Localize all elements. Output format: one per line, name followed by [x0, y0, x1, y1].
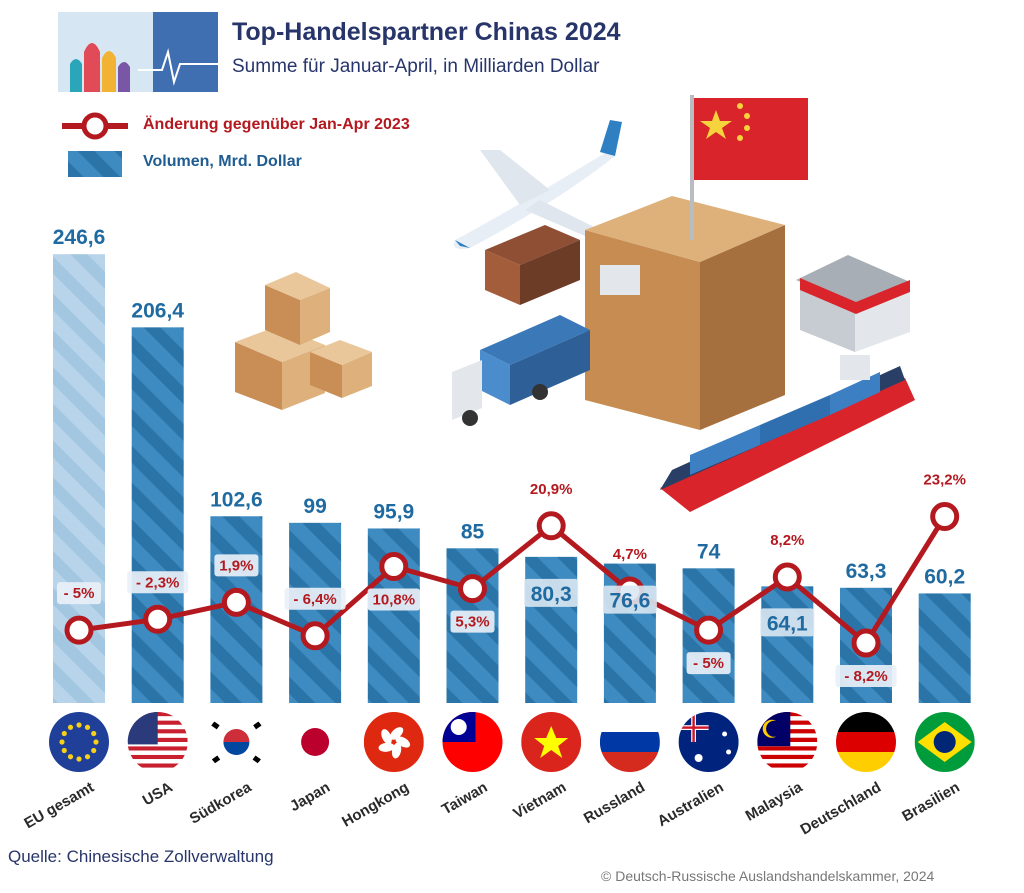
bar-1 — [131, 327, 184, 703]
ahk-logo — [58, 12, 218, 92]
change-point-2 — [221, 587, 251, 617]
volume-label-4: 95,9 — [373, 500, 414, 523]
change-label-bg-0 — [57, 582, 101, 605]
change-label-8: - 5% — [693, 655, 724, 672]
chart-subtitle: Summe für Januar-April, in Milliarden Do… — [232, 56, 600, 77]
legend-line-swatch — [62, 112, 128, 140]
category-label-1: USA — [140, 779, 176, 810]
category-label-9: Malaysia — [743, 778, 806, 824]
change-line — [78, 515, 947, 646]
change-label-5: 5,3% — [455, 614, 489, 631]
volume-label-2: 102,6 — [210, 488, 263, 511]
change-label-6: 20,9% — [530, 481, 573, 498]
change-label-10: - 8,2% — [844, 668, 887, 685]
shipping-containers-icon — [485, 225, 580, 305]
category-label-6: Vietnam — [510, 779, 569, 823]
volume-label-5: 85 — [461, 520, 485, 543]
volume-label-10: 63,3 — [846, 560, 887, 583]
change-point-11 — [930, 502, 960, 532]
change-label-bg-2 — [214, 554, 259, 577]
volume-label-9: 64,1 — [767, 612, 808, 635]
change-label-4: 10,8% — [373, 591, 416, 608]
big-box-icon — [585, 196, 785, 430]
volume-label-6: 80,3 — [531, 583, 572, 606]
volume-label-1: 206,4 — [131, 299, 184, 322]
airplane-icon — [454, 120, 622, 249]
change-point-6 — [536, 511, 566, 541]
legend-bar-label: Volumen, Mrd. Dollar — [143, 153, 302, 170]
category-label-5: Taiwan — [439, 779, 491, 819]
change-label-11: 23,2% — [923, 472, 966, 489]
change-label-bg-5 — [450, 610, 495, 633]
hongkong-flag-icon — [363, 712, 424, 772]
category-label-4: Hongkong — [339, 779, 412, 831]
volume-label-bg-7 — [602, 585, 657, 614]
change-label-1: - 2,3% — [136, 574, 179, 591]
category-label-3: Japan — [287, 779, 333, 815]
change-label-2: 1,9% — [219, 557, 253, 574]
truck-icon — [452, 315, 590, 426]
cardboard-boxes-icon — [235, 272, 372, 410]
change-label-9: 8,2% — [770, 532, 804, 549]
volume-label-11: 60,2 — [924, 565, 965, 588]
source-note: Quelle: Chinesische Zollverwaltung — [8, 847, 274, 866]
cargo-illustration — [235, 95, 915, 512]
change-label-bg-10 — [835, 665, 897, 688]
category-label-2: Südkorea — [187, 778, 255, 827]
bar-6 — [525, 556, 578, 703]
volume-label-bg-6 — [524, 578, 579, 607]
vietnam-flag-icon — [521, 712, 582, 772]
eu-flag-icon — [49, 712, 109, 772]
usa-flag-icon — [127, 712, 188, 772]
change-point-8 — [694, 615, 724, 645]
brazil-flag-icon — [914, 712, 975, 772]
australia-flag-icon — [678, 712, 739, 772]
category-label-11: Brasilien — [899, 779, 962, 825]
category-label-0: EU gesamt — [21, 779, 97, 832]
volume-label-8: 74 — [697, 540, 721, 563]
change-label-bg-3 — [284, 587, 346, 610]
bar-3 — [289, 522, 342, 703]
legend-bar-swatch — [68, 151, 122, 177]
change-point-4 — [379, 551, 409, 581]
change-point-10 — [851, 628, 881, 658]
change-label-bg-8 — [686, 652, 731, 675]
change-point-9 — [772, 562, 802, 592]
chart-title: Top-Handelspartner Chinas 2024 — [232, 18, 621, 46]
category-label-7: Russland — [581, 779, 648, 827]
volume-label-bg-9 — [760, 608, 815, 637]
bar-11 — [918, 593, 971, 703]
category-label-10: Deutschland — [798, 779, 884, 839]
bar-9 — [761, 586, 814, 703]
volume-label-7: 76,6 — [609, 590, 650, 613]
legend-line-label: Änderung gegenüber Jan-Apr 2023 — [143, 116, 410, 133]
japan-flag-icon — [285, 712, 346, 772]
volume-label-3: 99 — [303, 495, 326, 518]
china-flag-icon — [690, 95, 808, 240]
change-point-3 — [300, 621, 330, 651]
copyright-note: © Deutsch-Russische Auslandshandelskamme… — [601, 868, 935, 884]
taiwan-flag-icon — [442, 712, 503, 772]
cargo-ship-icon — [660, 355, 915, 512]
change-label-7: 4,7% — [613, 546, 647, 563]
malaysia-flag-icon — [757, 712, 818, 772]
change-label-bg-1 — [127, 571, 189, 594]
change-label-3: - 6,4% — [293, 591, 336, 608]
warehouse-icon — [796, 255, 910, 352]
change-label-0: - 5% — [64, 585, 95, 602]
change-label-bg-4 — [367, 588, 421, 611]
volume-label-0: 246,6 — [53, 226, 106, 249]
germany-flag-icon — [836, 712, 896, 772]
change-point-0 — [64, 615, 94, 645]
change-point-1 — [143, 604, 173, 634]
russia-flag-icon — [599, 712, 660, 772]
category-label-8: Australien — [655, 779, 727, 830]
south-korea-flag-icon — [206, 712, 267, 772]
change-point-5 — [458, 574, 487, 604]
